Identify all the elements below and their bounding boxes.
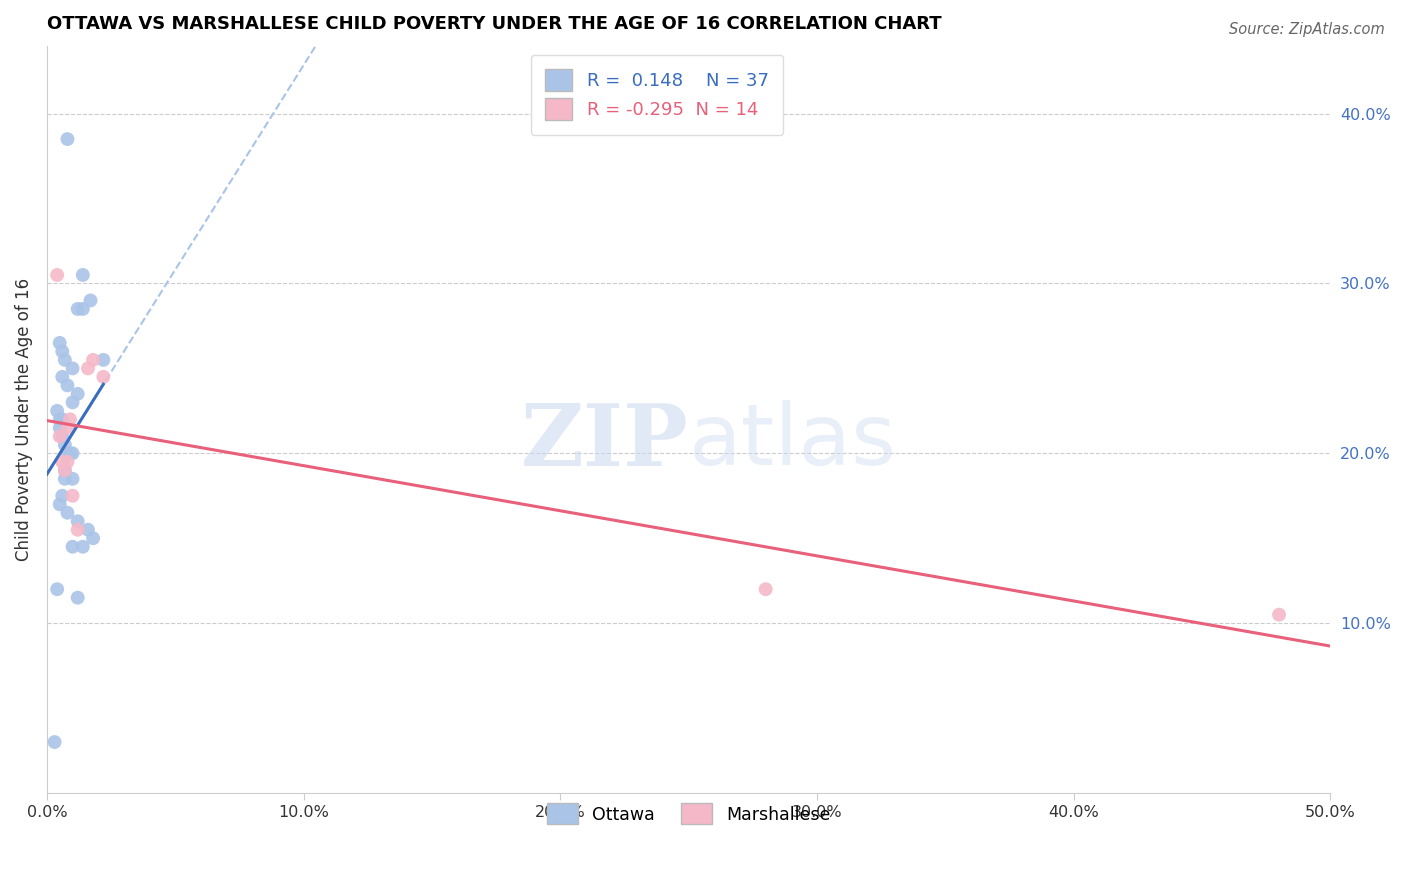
Point (51, 412, 73, 426)
Point (51, 344, 73, 359)
Point (51, 429, 73, 443)
Point (93, 352, 115, 367)
Point (56, 506, 79, 520)
Point (82, 531, 104, 545)
Point (53, 463, 76, 477)
Point (56, 455, 79, 469)
Point (82, 352, 104, 367)
Legend: Ottawa, Marshallese: Ottawa, Marshallese (534, 791, 842, 837)
Point (77, 361, 100, 376)
Point (48, 412, 70, 426)
Point (77, 523, 100, 537)
Point (56, 421, 79, 435)
Point (72, 540, 94, 554)
Point (48, 335, 70, 350)
Point (62, 395, 84, 409)
Point (53, 463, 76, 477)
Point (59, 446, 82, 460)
Point (72, 301, 94, 316)
Text: Source: ZipAtlas.com: Source: ZipAtlas.com (1229, 22, 1385, 37)
Point (66, 387, 89, 401)
Point (46, 582, 69, 597)
Point (66, 301, 89, 316)
Point (93, 370, 115, 384)
Point (48, 497, 70, 511)
Point (1268, 607, 1291, 622)
Point (62, 489, 84, 503)
Point (66, 591, 89, 605)
Point (53, 472, 76, 486)
Point (44, 735, 66, 749)
Point (51, 489, 73, 503)
Point (62, 361, 84, 376)
Point (72, 268, 94, 282)
Text: ZIP: ZIP (520, 400, 689, 483)
Text: OTTAWA VS MARSHALLESE CHILD POVERTY UNDER THE AGE OF 16 CORRELATION CHART: OTTAWA VS MARSHALLESE CHILD POVERTY UNDE… (46, 15, 942, 33)
Point (62, 446, 84, 460)
Point (48, 421, 70, 435)
Point (56, 378, 79, 392)
Point (46, 404, 69, 418)
Point (51, 455, 73, 469)
Point (66, 514, 89, 528)
Point (53, 352, 76, 367)
Point (59, 412, 82, 426)
Point (53, 438, 76, 452)
Point (56, 132, 79, 146)
Point (62, 472, 84, 486)
Text: atlas: atlas (689, 401, 897, 483)
Point (51, 370, 73, 384)
Point (56, 446, 79, 460)
Point (46, 268, 69, 282)
Point (62, 540, 84, 554)
Y-axis label: Child Poverty Under the Age of 16: Child Poverty Under the Age of 16 (15, 277, 32, 561)
Point (48, 429, 70, 443)
Point (66, 523, 89, 537)
Point (755, 582, 778, 597)
Point (79, 293, 101, 308)
